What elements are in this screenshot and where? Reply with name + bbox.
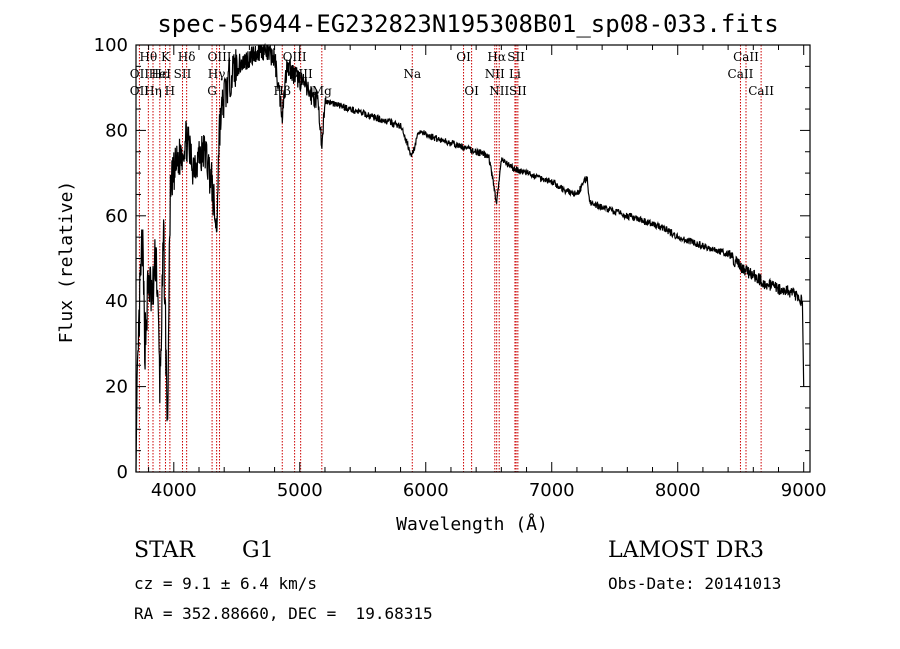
coordinates: RA = 352.88660, DEC = 19.68315 (134, 604, 433, 623)
line-label: HeI (149, 67, 172, 81)
y-tick-label: 60 (105, 206, 128, 227)
line-label: CaII (733, 50, 759, 64)
line-label: Hδ (178, 50, 196, 64)
y-tick-label: 20 (105, 377, 128, 398)
line-label: Hε (151, 67, 168, 81)
chart-title: spec-56944-EG232823N195308B01_sp08-033.f… (157, 10, 778, 38)
x-tick-label: 6000 (403, 480, 449, 501)
y-tick-label: 40 (105, 291, 128, 312)
line-label: NII (485, 67, 505, 81)
y-tick-label: 80 (105, 120, 128, 141)
line-label: Hγ (208, 67, 226, 81)
redshift-text: cz = 9.1 ± 6.4 km/s (134, 574, 318, 593)
line-label: G (207, 84, 217, 98)
line-label: CaII (728, 67, 754, 81)
line-label: OI (464, 84, 479, 98)
y-tick-label: 0 (117, 462, 128, 483)
line-label: NII (489, 84, 509, 98)
x-axis-label: Wavelength (Å) (396, 513, 548, 535)
line-label: H (165, 84, 175, 98)
y-axis-label: Flux (relative) (56, 181, 77, 344)
line-label: K (161, 50, 171, 64)
x-tick-label: 5000 (277, 480, 323, 501)
x-tick-label: 8000 (655, 480, 701, 501)
object-class: STAR (134, 538, 195, 563)
spectrum-line (135, 42, 805, 473)
line-label: Hθ (139, 50, 157, 64)
x-tick-label: 9000 (781, 480, 827, 501)
line-label: Hβ (274, 84, 291, 98)
line-label: OIII (283, 50, 307, 64)
line-label: SII (509, 84, 527, 98)
line-label: OII (130, 67, 150, 81)
line-label: SII (174, 67, 192, 81)
x-tick-label: 7000 (529, 480, 575, 501)
line-label: Li (509, 67, 521, 81)
line-label: Na (403, 67, 421, 81)
line-label: OIII (207, 50, 231, 64)
line-label: Hα (487, 50, 506, 64)
plot-frame (135, 44, 811, 473)
survey-name: LAMOST DR3 (608, 538, 764, 563)
axis-ticks: 4000 5000 6000 7000 8000 9000 0 20 40 60 80 100 (94, 35, 827, 501)
line-label: Hη (144, 84, 162, 98)
x-tick-label: 4000 (151, 480, 197, 501)
line-label: CaII (748, 84, 774, 98)
obs-date: Obs-Date: 20141013 (608, 574, 782, 593)
line-label: SII (507, 50, 525, 64)
y-tick-label: 100 (94, 35, 128, 56)
object-subclass: G1 (242, 538, 274, 563)
line-label: OI (456, 50, 471, 64)
line-label: OII (130, 84, 150, 98)
spectral-line-markers (138, 45, 762, 472)
